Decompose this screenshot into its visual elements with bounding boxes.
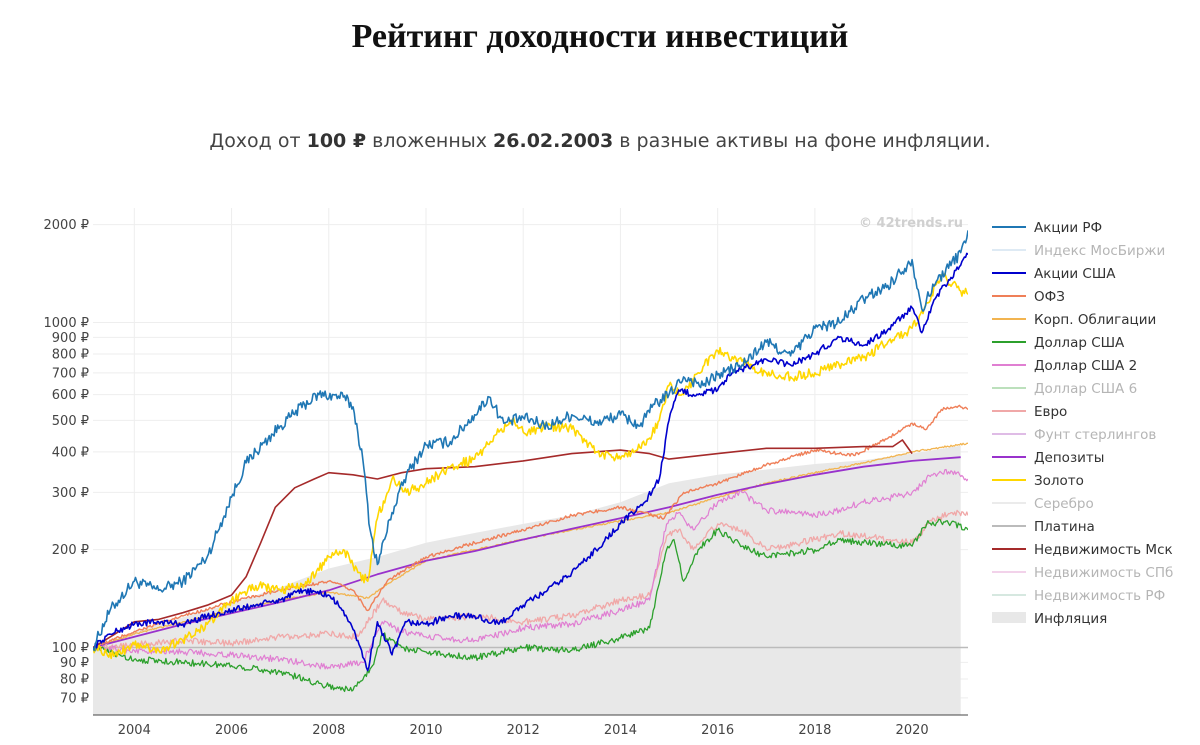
legend-item-3[interactable]: ОФЗ <box>992 289 1065 305</box>
y-tick-label: 90 ₽ <box>60 656 89 671</box>
legend-item-0[interactable]: Акции РФ <box>992 220 1102 236</box>
y-tick-label: 100 ₽ <box>52 641 89 656</box>
legend-label: Акции РФ <box>1034 220 1102 236</box>
series-line-14 <box>93 439 913 649</box>
y-tick-label: 80 ₽ <box>60 673 89 688</box>
series-line-2 <box>93 252 968 672</box>
legend-item-2[interactable]: Акции США <box>992 266 1116 282</box>
legend-item-9[interactable]: Фунт стерлингов <box>992 427 1156 443</box>
legend-label: Недвижимость Мск <box>1034 542 1173 558</box>
legend-label: Золото <box>1034 473 1084 489</box>
legend-label: Серебро <box>1034 496 1094 512</box>
legend-item-1[interactable]: Индекс МосБиржи <box>992 243 1165 259</box>
chart-subtitle: Доход от 100 ₽ вложенных 26.02.2003 в ра… <box>0 130 1200 152</box>
series-line-11 <box>93 272 968 660</box>
x-tick-label: 2014 <box>604 723 637 738</box>
legend-item-4[interactable]: Корп. Облигации <box>992 312 1156 328</box>
y-tick-label: 200 ₽ <box>52 543 89 558</box>
legend-label: Индекс МосБиржи <box>1034 243 1165 259</box>
y-tick-label: 70 ₽ <box>60 691 89 706</box>
legend-item-14[interactable]: Недвижимость Мск <box>992 542 1173 558</box>
subtitle-date: 26.02.2003 <box>493 130 614 152</box>
legend-item-13[interactable]: Платина <box>992 519 1095 535</box>
legend-item-8[interactable]: Евро <box>992 404 1067 420</box>
x-tick-label: 2004 <box>118 723 151 738</box>
legend-label: Евро <box>1034 404 1067 420</box>
y-tick-label: 900 ₽ <box>52 331 89 346</box>
legend-item-6[interactable]: Доллар США 2 <box>992 358 1137 374</box>
series-line-5 <box>93 518 968 693</box>
legend-label: Инфляция <box>1034 611 1107 627</box>
subtitle-part-3: в разные активы на фоне инфляции. <box>613 130 991 152</box>
series-line-6 <box>93 468 968 670</box>
legend-label: Депозиты <box>1034 450 1104 466</box>
series-lines <box>93 230 968 693</box>
subtitle-part-2: вложенных <box>366 130 494 152</box>
subtitle-part-1: Доход от <box>209 130 307 152</box>
y-tick-label: 600 ₽ <box>52 388 89 403</box>
x-tick-label: 2006 <box>215 723 248 738</box>
axes: 70 ₽ 80 ₽ 90 ₽100 ₽ 200 ₽ 300 ₽ 400 ₽ 500 ₽ 600… <box>44 218 968 738</box>
legend-label: Платина <box>1034 519 1095 535</box>
x-tick-label: 2012 <box>507 723 540 738</box>
legend-label: Недвижимость СПб <box>1034 565 1173 581</box>
subtitle-amount: 100 ₽ <box>306 130 367 152</box>
x-tick-label: 2016 <box>701 723 734 738</box>
x-tick-label: 2010 <box>409 723 442 738</box>
legend-item-17[interactable]: Инфляция <box>992 611 1107 627</box>
y-tick-label: 300 ₽ <box>52 486 89 501</box>
legend-label: Доллар США 2 <box>1034 358 1137 374</box>
legend-item-11[interactable]: Золото <box>992 473 1084 489</box>
legend-label: Доллар США <box>1034 335 1125 351</box>
legend-swatch <box>992 612 1026 623</box>
series-line-10 <box>93 456 961 649</box>
y-tick-label: 700 ₽ <box>52 366 89 381</box>
legend-item-5[interactable]: Доллар США <box>992 335 1125 351</box>
y-tick-label: 2000 ₽ <box>44 218 90 233</box>
legend-label: Доллар США 6 <box>1034 381 1137 397</box>
legend-item-7[interactable]: Доллар США 6 <box>992 381 1137 397</box>
page-title: Рейтинг доходности инвестиций <box>351 18 849 55</box>
y-tick-label: 800 ₽ <box>52 347 89 362</box>
x-tick-label: 2018 <box>798 723 831 738</box>
legend-item-10[interactable]: Депозиты <box>992 450 1104 466</box>
watermark-text: © 42trends.ru <box>859 216 963 231</box>
legend-label: ОФЗ <box>1034 289 1065 305</box>
y-tick-label: 1000 ₽ <box>44 316 90 331</box>
series-line-8 <box>93 509 968 652</box>
y-tick-label: 500 ₽ <box>52 414 89 429</box>
legend-label: Фунт стерлингов <box>1034 427 1156 443</box>
legend-label: Акции США <box>1034 266 1116 282</box>
legend-item-15[interactable]: Недвижимость СПб <box>992 565 1173 581</box>
x-tick-label: 2020 <box>896 723 929 738</box>
y-tick-label: 400 ₽ <box>52 445 89 460</box>
legend-label: Недвижимость РФ <box>1034 588 1165 604</box>
series-line-3 <box>93 404 968 650</box>
x-tick-label: 2008 <box>312 723 345 738</box>
legend[interactable]: Акции РФ Индекс МосБиржи Акции США ОФЗ Корп.… <box>992 220 1173 627</box>
legend-item-12[interactable]: Серебро <box>992 496 1094 512</box>
legend-label: Корп. Облигации <box>1034 312 1156 328</box>
legend-item-16[interactable]: Недвижимость РФ <box>992 588 1165 604</box>
series-line-0 <box>93 230 968 652</box>
